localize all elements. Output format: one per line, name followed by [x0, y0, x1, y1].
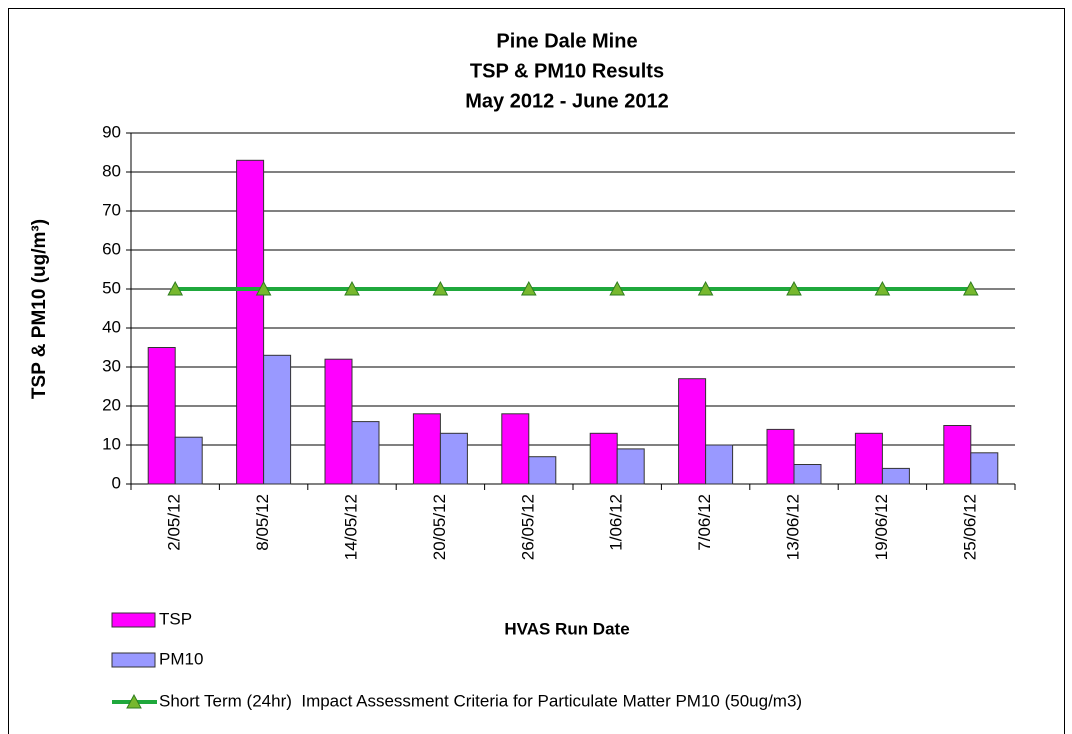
bar	[970, 452, 999, 485]
line-marker	[520, 280, 537, 296]
x-tick-label: 8/05/12	[253, 494, 272, 551]
x-tick-label: 13/06/12	[783, 494, 802, 560]
line-marker	[697, 280, 714, 296]
y-tick-label: 80	[102, 161, 121, 180]
line-marker	[786, 280, 802, 296]
bar	[174, 436, 203, 485]
x-tick-label: 1/06/12	[607, 494, 626, 551]
legend-label: TSP	[159, 609, 192, 628]
bar	[351, 421, 380, 485]
bar	[616, 448, 645, 485]
bar	[678, 378, 707, 485]
legend-label: Short Term (24hr) Impact Assessment Crit…	[159, 691, 802, 710]
bar	[943, 425, 972, 485]
y-tick-label: 60	[102, 239, 121, 258]
bar	[793, 464, 822, 485]
bar	[236, 159, 265, 485]
bar	[324, 358, 353, 485]
legend-swatch	[111, 612, 156, 628]
y-tick-label: 20	[102, 395, 121, 414]
bar	[412, 413, 441, 485]
legend-label: PM10	[159, 649, 203, 668]
line-marker	[167, 280, 184, 296]
x-tick-label: 19/06/12	[872, 494, 891, 560]
chart-title: Pine Dale Mine	[496, 30, 637, 52]
x-tick-label: 25/06/12	[960, 494, 979, 560]
line-marker	[432, 280, 449, 296]
y-tick-label: 30	[102, 356, 121, 375]
bar	[501, 413, 530, 485]
y-tick-label: 0	[112, 473, 121, 492]
bar	[589, 432, 618, 485]
x-axis-label: HVAS Run Date	[504, 619, 629, 638]
y-axis-label: TSP & PM10 (ug/m³)	[29, 219, 50, 399]
bar	[528, 456, 557, 485]
y-tick-label: 70	[102, 200, 121, 219]
y-tick-label: 10	[102, 434, 121, 453]
bar	[705, 444, 734, 485]
line-marker	[962, 280, 979, 296]
bar	[854, 432, 883, 485]
bar	[881, 467, 910, 485]
line-marker	[609, 280, 626, 296]
bar	[766, 428, 795, 485]
x-tick-label: 26/05/12	[518, 494, 537, 560]
bar	[263, 354, 292, 485]
y-tick-label: 90	[102, 122, 121, 141]
x-tick-label: 2/05/12	[165, 494, 184, 551]
legend-swatch	[111, 652, 156, 668]
bar	[147, 347, 176, 485]
bar	[439, 432, 468, 485]
x-tick-label: 14/05/12	[341, 494, 360, 560]
chart-title: TSP & PM10 Results	[470, 60, 664, 82]
line-marker	[874, 280, 891, 296]
y-tick-label: 40	[102, 317, 121, 336]
chart-title: May 2012 - June 2012	[465, 90, 668, 112]
x-tick-label: 20/05/12	[430, 494, 449, 560]
x-tick-label: 7/06/12	[695, 494, 714, 551]
legend-swatch	[126, 693, 142, 709]
y-tick-label: 50	[102, 278, 121, 297]
line-marker	[255, 280, 272, 296]
line-marker	[344, 280, 360, 296]
chart-frame	[8, 8, 1065, 734]
